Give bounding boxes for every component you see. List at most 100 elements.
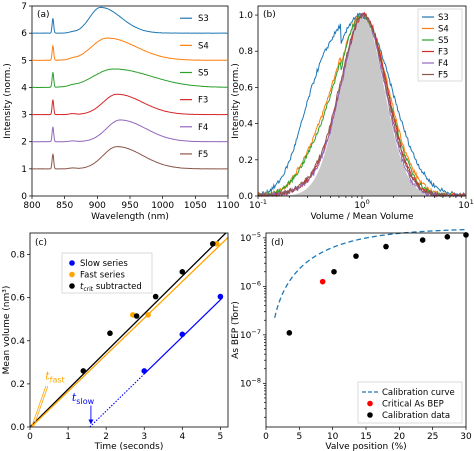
panel-b-legend-label: F4 bbox=[438, 59, 448, 69]
panel-a-xtick-label: 1000 bbox=[151, 201, 174, 211]
panel-c-ylabel: Mean volume (nm³) bbox=[2, 286, 12, 375]
panel-d-xlabel: Valve position (%) bbox=[325, 442, 406, 451]
panel-c-legend-marker bbox=[69, 260, 75, 266]
panel-c-xtick-label: 1 bbox=[65, 432, 71, 442]
panel-c-xlabel: Time (seconds) bbox=[94, 442, 164, 451]
panel-a-xtick-label: 1100 bbox=[217, 201, 240, 211]
panel-a: 800 850 900 950 1000 1050 1100 0 1 2 3 4 5 6 7 Waveleng… bbox=[3, 2, 240, 222]
panel-d-ytick-label: 10−6 bbox=[240, 279, 261, 292]
panel-d-ytick-label: 10−8 bbox=[240, 376, 261, 389]
panel-c-xtick-label: 5 bbox=[218, 432, 224, 442]
panel-a-legend-label: S5 bbox=[198, 69, 209, 79]
panel-a-xtick-label: 800 bbox=[23, 201, 40, 211]
panel-c-legend-box bbox=[61, 252, 153, 294]
panel-a-xtick-label: 900 bbox=[89, 201, 106, 211]
panel-c-data-point bbox=[80, 368, 87, 374]
panel-a-xtick-label: 950 bbox=[121, 201, 138, 211]
panel-a-legend-label: S3 bbox=[198, 14, 209, 24]
panel-a-ytick-label: 3 bbox=[21, 111, 27, 121]
panel-b-xtick-label: 101 bbox=[458, 198, 474, 211]
panel-c-fast-arrow bbox=[31, 385, 47, 427]
panel-d-ytick-label: 10−5 bbox=[240, 231, 261, 244]
panel-d-data-point bbox=[331, 268, 337, 275]
panel-c-ytick-label: 0.8 bbox=[11, 251, 26, 261]
panel-d-data-point bbox=[383, 243, 389, 250]
panel-b-ytick-label: 0.2 bbox=[239, 156, 253, 166]
panel-c-data-point bbox=[152, 293, 159, 300]
panel-d: 0 5 10 15 20 25 30 10−8 10−7 10−6 10−5 Valve positi… bbox=[231, 228, 472, 451]
panel-a-series-line bbox=[31, 6, 229, 34]
panel-a-ytick-label: 1 bbox=[21, 165, 27, 175]
panel-b-legend-label: S4 bbox=[438, 25, 449, 35]
panel-c-frame bbox=[29, 232, 229, 428]
panel-c-slow-arrowhead bbox=[88, 419, 94, 425]
panel-a-ylabel: Intensity (norm.) bbox=[3, 63, 13, 138]
panel-a-ytick-label: 7 bbox=[21, 2, 27, 12]
panel-d-legend-marker bbox=[367, 412, 373, 418]
panel-d-data-point bbox=[353, 253, 359, 259]
panel-a-xtick-label: 850 bbox=[56, 201, 73, 211]
panel-d-calibration-curve bbox=[274, 228, 466, 318]
panel-c-legend-label: Fast series bbox=[80, 271, 126, 281]
panel-d-legend-label: Calibration data bbox=[382, 411, 450, 421]
panel-b-ytick-label: 0.6 bbox=[239, 83, 254, 93]
panel-c-xtick-label: 3 bbox=[141, 432, 147, 442]
panel-a-series-line bbox=[31, 93, 229, 116]
panel-c-data-point bbox=[209, 240, 216, 247]
panel-d-data-point bbox=[444, 234, 451, 240]
panel-c-fit-line bbox=[30, 233, 227, 427]
panel-c-xtick-label: 0 bbox=[27, 432, 33, 442]
panel-b-legend-label: F3 bbox=[438, 48, 448, 58]
panel-c-ytick-label: 0.4 bbox=[11, 337, 26, 347]
panel-b-ytick-label: 0.4 bbox=[239, 120, 254, 130]
panel-d-legend-box bbox=[357, 381, 463, 424]
panel-b-legend-label: S5 bbox=[438, 36, 449, 46]
panel-a-tag: (a) bbox=[37, 10, 50, 20]
panel-b-ytick-label: 0.0 bbox=[239, 192, 254, 202]
panel-c-ytick-label: 0.2 bbox=[11, 380, 25, 390]
panel-b-legend-label: F5 bbox=[438, 71, 448, 81]
panel-c-tag: (c) bbox=[35, 238, 47, 248]
panel-d-xtick-label: 25 bbox=[427, 432, 438, 442]
panel-b-ytick-label: 0.8 bbox=[239, 47, 254, 57]
panel-d-data-point bbox=[419, 237, 426, 243]
panel-d-ylabel: As BEP (Torr) bbox=[231, 301, 241, 359]
panel-a-legend-label: F5 bbox=[198, 150, 208, 160]
panel-a-xlabel: Wavelength (nm) bbox=[91, 212, 169, 222]
panel-d-tag: (d) bbox=[271, 238, 284, 248]
panel-a-series-line bbox=[31, 119, 229, 143]
panel-d-data-point bbox=[319, 278, 326, 285]
panel-d-data-point bbox=[286, 330, 293, 336]
panel-c-ytick-label: 0.6 bbox=[11, 294, 26, 304]
panel-c-xtick-label: 2 bbox=[103, 432, 109, 442]
panel-a-ytick-label: 5 bbox=[21, 56, 27, 66]
panel-d-legend-marker bbox=[367, 400, 373, 407]
panel-c: tfast tslow 0 1 2 3 4 5 0.0 0.2 0.4 0.6 0.8 Time (sec… bbox=[2, 232, 229, 451]
panel-a-series-line bbox=[31, 146, 229, 170]
panel-a-series-line bbox=[31, 37, 229, 61]
panel-c-fast-arrow-2 bbox=[33, 385, 49, 427]
panel-c-ytick-label: 0.0 bbox=[11, 423, 26, 433]
panel-d-legend-label: Calibration curve bbox=[382, 388, 455, 398]
panel-d-xtick-label: 20 bbox=[394, 432, 406, 442]
panel-c-data-point bbox=[217, 293, 224, 300]
panel-b-xlabel: Volume / Mean Volume bbox=[310, 212, 414, 222]
panel-c-tfast-label: tfast bbox=[45, 370, 64, 385]
panel-d-xtick-label: 15 bbox=[360, 432, 371, 442]
panel-c-data-point bbox=[107, 330, 113, 337]
panel-d-ytick-label: 10−7 bbox=[240, 328, 261, 341]
panel-c-legend-label: tcrit subtracted bbox=[80, 282, 142, 293]
panel-c-xtick-label: 4 bbox=[179, 432, 185, 442]
panel-c-data-point bbox=[141, 368, 148, 374]
panel-a-series-line bbox=[31, 68, 228, 89]
panel-c-tslow-label: tslow bbox=[72, 391, 95, 406]
panel-c-data-point bbox=[133, 313, 140, 319]
panel-b-reference-area bbox=[258, 15, 466, 196]
panel-a-ytick-label: 4 bbox=[21, 83, 27, 93]
panel-d-xtick-label: 0 bbox=[263, 432, 269, 442]
panel-c-data-point bbox=[179, 269, 186, 275]
panel-a-legend-label: S4 bbox=[198, 41, 209, 51]
panel-c-legend-marker bbox=[69, 283, 75, 289]
panel-c-fit-extrapolation bbox=[89, 373, 145, 427]
